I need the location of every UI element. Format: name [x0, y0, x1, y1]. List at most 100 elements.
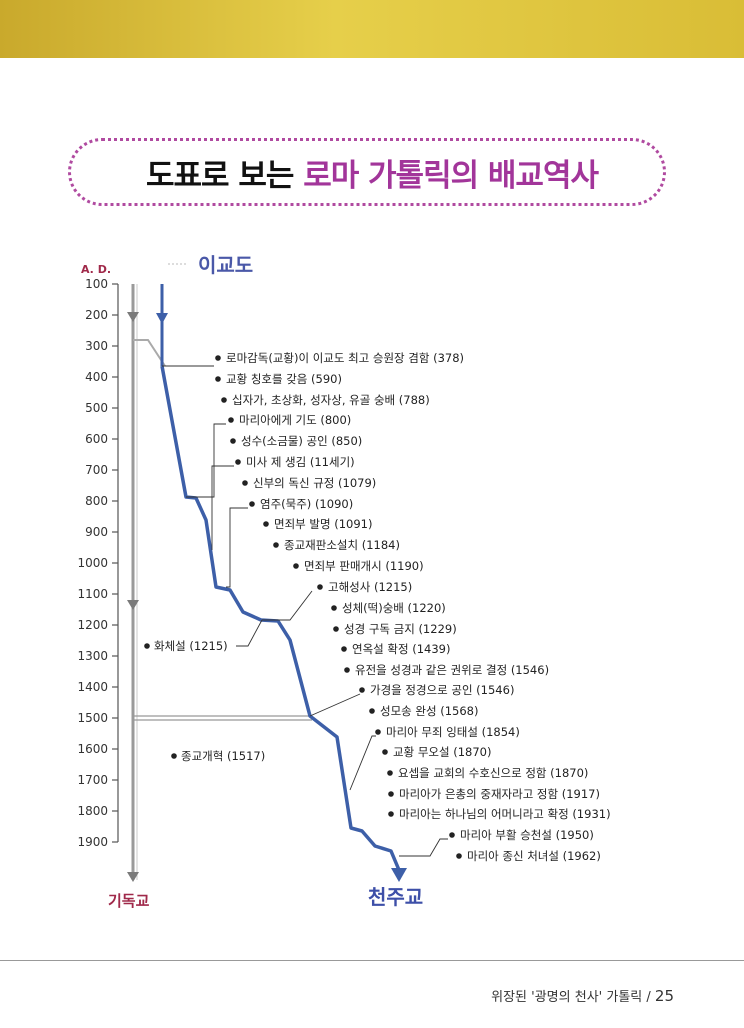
event-item: 성모송 완성 (1568) — [369, 704, 478, 718]
event-label: 교황 칭호를 갖음 (590) — [226, 372, 342, 386]
axis-tick-label: 700 — [85, 463, 108, 477]
axis-tick-label: 1400 — [77, 680, 108, 694]
event-bullet — [273, 542, 279, 548]
event-item: 성경 구독 금지 (1229) — [333, 622, 457, 636]
event-label: 면죄부 판매개시 (1190) — [304, 559, 424, 573]
event-label: 마리아에게 기도 (800) — [239, 413, 351, 427]
event-item: 십자가, 초상화, 성자상, 유골 숭배 (788) — [221, 393, 430, 407]
event-bullet — [230, 438, 236, 444]
axis-tick-label: 1800 — [77, 804, 108, 818]
page-title: 도표로 보는 로마 가톨릭의 배교역사 — [0, 150, 744, 195]
event-item: 마리아 부활 승천설 (1950) — [449, 828, 594, 842]
title-part-1: 도표로 보는 — [146, 158, 294, 194]
event-leader — [211, 465, 234, 550]
axis-tick-label: 1600 — [77, 742, 108, 756]
side-note-bullet — [144, 643, 150, 649]
axis-tick-label: 1700 — [77, 773, 108, 787]
top-gold-band — [0, 0, 744, 58]
event-item: 가경을 정경으로 공인 (1546) — [359, 683, 514, 697]
event-label: 마리아 부활 승천설 (1950) — [460, 828, 594, 842]
event-item: 고해성사 (1215) — [317, 580, 412, 594]
catholic-arrow — [391, 868, 407, 882]
event-leader — [399, 838, 448, 857]
event-label: 미사 제 생김 (11세기) — [246, 455, 355, 469]
axis-tick-label: 1500 — [77, 711, 108, 725]
event-bullet — [375, 729, 381, 735]
event-label: 염주(묵주) (1090) — [260, 497, 353, 511]
event-bullet — [388, 791, 394, 797]
axis-tick-label: 300 — [85, 339, 108, 353]
event-bullet — [215, 376, 221, 382]
event-item: 교황 칭호를 갖음 (590) — [215, 372, 342, 386]
label-protestant: 기독교 — [108, 892, 150, 910]
event-item: 유전을 성경과 같은 권위로 결정 (1546) — [344, 663, 549, 677]
page-number: 25 — [654, 987, 674, 1005]
event-label: 성체(떡)숭배 (1220) — [342, 601, 446, 615]
event-bullet — [359, 687, 365, 693]
event-label: 고해성사 (1215) — [328, 580, 412, 594]
event-item: 마리아 무죄 잉태설 (1854) — [375, 725, 520, 739]
event-bullet — [263, 521, 269, 527]
event-item: 연옥설 확정 (1439) — [341, 642, 450, 656]
side-note-label: 종교개혁 (1517) — [181, 749, 265, 763]
event-item: 염주(묵주) (1090) — [249, 497, 353, 511]
event-bullet — [331, 605, 337, 611]
axis-tick-label: 1000 — [77, 556, 108, 570]
event-item: 신부의 독신 규정 (1079) — [242, 476, 376, 490]
event-item: 종교재판소설치 (1184) — [273, 538, 400, 552]
event-bullet — [293, 563, 299, 569]
event-leader — [226, 507, 248, 588]
axis-tick-label: 1300 — [77, 649, 108, 663]
axis-tick-label: 400 — [85, 370, 108, 384]
title-part-2: 로마 가톨릭의 배교역사 — [303, 158, 599, 194]
event-bullet — [344, 667, 350, 673]
event-item: 요셉을 교회의 수호신으로 정함 (1870) — [387, 766, 588, 780]
event-bullet — [242, 480, 248, 486]
protestant-branch — [133, 339, 166, 367]
event-label: 종교재판소설치 (1184) — [284, 538, 400, 552]
event-bullet — [215, 355, 221, 361]
label-catholic: 천주교 — [368, 885, 423, 909]
protestant-arrow — [127, 312, 139, 322]
event-bullet — [449, 832, 455, 838]
event-label: 마리아는 하나님의 어머니라고 확정 (1931) — [399, 807, 611, 821]
event-item: 마리아 종신 처녀설 (1962) — [456, 849, 601, 863]
event-list: 로마감독(교황)이 이교도 최고 승원장 겸함 (378) 교황 칭호를 갖음 (… — [144, 351, 611, 863]
axis-tick-label: 600 — [85, 432, 108, 446]
title-frame — [68, 138, 666, 206]
event-item: 성수(소금물) 공인 (850) — [230, 434, 362, 448]
event-item: 미사 제 생김 (11세기) — [235, 455, 355, 469]
event-label: 요셉을 교회의 수호신으로 정함 (1870) — [398, 766, 588, 780]
event-bullet — [235, 459, 241, 465]
label-pagan: 이교도 — [198, 253, 253, 277]
event-bullet — [228, 417, 234, 423]
event-label: 마리아가 은총의 중재자라고 정함 (1917) — [399, 787, 600, 801]
side-note-bullet — [171, 753, 177, 759]
side-note: 종교개혁 (1517) — [171, 749, 265, 763]
page-footer: 위장된 '광명의 천사' 가톨릭 / 25 — [491, 986, 674, 1005]
year-axis: A. D.100 200 300 400 500 600 700 800 900 1000 1100… — [77, 263, 119, 849]
catholic-line — [160, 365, 401, 871]
event-item: 성체(떡)숭배 (1220) — [331, 601, 446, 615]
event-item: 마리아에게 기도 (800) — [228, 413, 351, 427]
event-leader — [309, 693, 361, 717]
axis-tick-label: 900 — [85, 525, 108, 539]
event-bullet — [341, 646, 347, 652]
event-label: 유전을 성경과 같은 권위로 결정 (1546) — [355, 663, 549, 677]
event-bullet — [456, 853, 462, 859]
event-item: 마리아가 은총의 중재자라고 정함 (1917) — [388, 787, 600, 801]
event-label: 마리아 무죄 잉태설 (1854) — [386, 725, 520, 739]
event-bullet — [388, 811, 394, 817]
event-leader — [349, 735, 376, 791]
event-label: 성수(소금물) 공인 (850) — [241, 434, 362, 448]
event-bullet — [387, 770, 393, 776]
event-label: 성모송 완성 (1568) — [380, 704, 478, 718]
pagan-arrow — [156, 313, 168, 324]
event-item: 교황 무오설 (1870) — [382, 745, 491, 759]
side-note-label: 화체설 (1215) — [154, 639, 228, 653]
event-label: 가경을 정경으로 공인 (1546) — [370, 683, 514, 697]
axis-tick-label: 1900 — [77, 835, 108, 849]
footer-divider — [0, 960, 744, 961]
footer-book-title: 위장된 '광명의 천사' 가톨릭 / — [491, 990, 651, 1005]
